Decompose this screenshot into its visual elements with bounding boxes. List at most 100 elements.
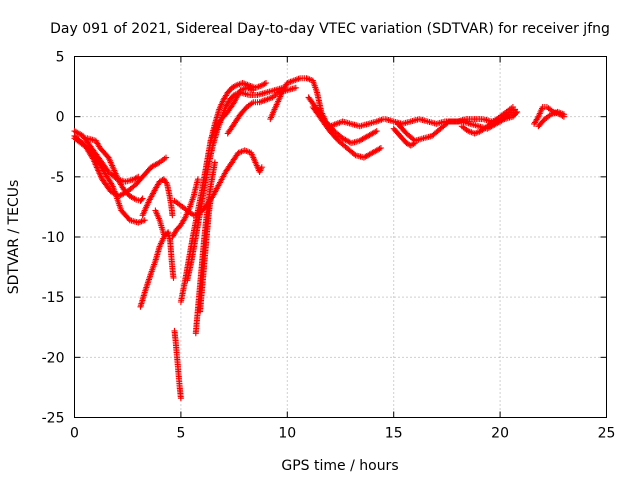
data-point-trail [174, 223, 183, 232]
data-point-trail [245, 100, 255, 109]
data-point-trail [217, 170, 228, 186]
data-point-trail [208, 173, 216, 188]
x-tick-label: 5 [176, 426, 185, 442]
data-point-trail [510, 110, 520, 119]
series-arc-19 [309, 104, 384, 161]
data-point-trail [430, 126, 443, 138]
data-point-trail [91, 158, 105, 181]
x-tick-label: 0 [70, 426, 79, 442]
data-point-trail [243, 148, 253, 156]
data-point [560, 111, 567, 118]
data-point-trail [473, 128, 483, 136]
data-point-trail [210, 182, 222, 198]
data-point-trail [201, 163, 212, 191]
data-point-trail [110, 185, 120, 200]
data-point-trail [188, 235, 199, 263]
series-arc-3 [71, 135, 148, 226]
data-point-trail [179, 203, 189, 213]
data-point-trail [106, 156, 118, 174]
data-point-trail [327, 129, 341, 143]
series-arc-20 [395, 106, 518, 144]
data-point-trail [391, 126, 400, 136]
data-point-trail [492, 114, 502, 124]
data-point-trail [158, 155, 168, 165]
data-point-trail [193, 211, 203, 239]
data-point-trail [204, 194, 215, 208]
data-point-trail [221, 91, 230, 102]
data-point-trail [507, 107, 517, 117]
data-point [139, 195, 146, 202]
data-point-trail [332, 129, 345, 141]
data-point-trail [292, 75, 302, 83]
data-point-trail [230, 83, 238, 90]
data-point-trail [234, 80, 244, 88]
data-point-trail [201, 238, 210, 265]
data-point-trail [142, 165, 153, 177]
data-point-trail [195, 283, 203, 311]
data-point-trail [121, 187, 132, 198]
data-point-trail [201, 216, 210, 239]
data-point [373, 128, 380, 135]
x-tick-label: 25 [598, 426, 616, 442]
data-point-trail [549, 109, 559, 117]
data-point-trail [400, 136, 409, 145]
data-point [163, 154, 169, 161]
series-arc-22 [390, 125, 418, 149]
data-point-trail [225, 86, 234, 95]
series-arc-6 [137, 229, 177, 310]
data-point-trail [146, 187, 158, 203]
data-point-trail [258, 97, 268, 105]
data-point-trail [149, 160, 162, 170]
y-tick-label: -15 [42, 290, 65, 306]
data-point-trail [153, 180, 162, 191]
data-point-trail [485, 119, 496, 129]
series-arc-15 [207, 84, 257, 144]
data-points [71, 75, 567, 402]
x-axis-label: GPS time / hours [281, 458, 398, 474]
data-point [377, 145, 384, 151]
data-point-trail [536, 117, 547, 129]
data-point-trail [199, 262, 208, 289]
y-axis-label: SDTVAR / TECUs [6, 180, 22, 295]
data-point-trail [178, 216, 188, 227]
data-point-trail [205, 144, 216, 167]
data-point-trail [310, 79, 320, 94]
data-point-trail [93, 139, 103, 150]
data-point-trail [112, 170, 122, 183]
data-point [141, 217, 148, 224]
x-tick-label: 20 [491, 426, 509, 442]
data-point-trail [366, 128, 379, 139]
data-point-trail [219, 110, 230, 121]
data-point-trail [319, 117, 332, 133]
data-point-trail [232, 112, 243, 126]
y-tick-label: 5 [56, 50, 65, 66]
data-point-trail [299, 75, 308, 82]
data-point-trail [142, 271, 154, 294]
data-point-trail [72, 128, 85, 139]
data-point-trail [159, 226, 167, 236]
data-point-trail [161, 177, 169, 186]
data-point-trail [148, 259, 158, 275]
data-point-trail [158, 177, 166, 184]
data-point-trail [225, 122, 237, 136]
data-point-trail [72, 136, 89, 150]
data-point-trail [314, 91, 324, 114]
x-tick-label: 10 [278, 426, 296, 442]
data-point-trail [117, 180, 126, 191]
data-point-trail [305, 75, 315, 83]
data-point [177, 395, 184, 402]
data-point-trail [252, 99, 261, 106]
data-point-trail [271, 90, 281, 100]
series-arc-8 [171, 327, 184, 402]
series-arc-23 [458, 104, 516, 137]
data-point-trail [100, 177, 113, 193]
data-point-trail [310, 105, 324, 121]
data-point-trail [494, 116, 506, 127]
data-point-trail [184, 259, 195, 282]
data-point-trail [543, 112, 553, 121]
data-point-trail [229, 151, 241, 164]
data-point-trail [272, 98, 282, 111]
y-tick-label: -5 [51, 170, 65, 186]
data-point-trail [197, 259, 205, 287]
